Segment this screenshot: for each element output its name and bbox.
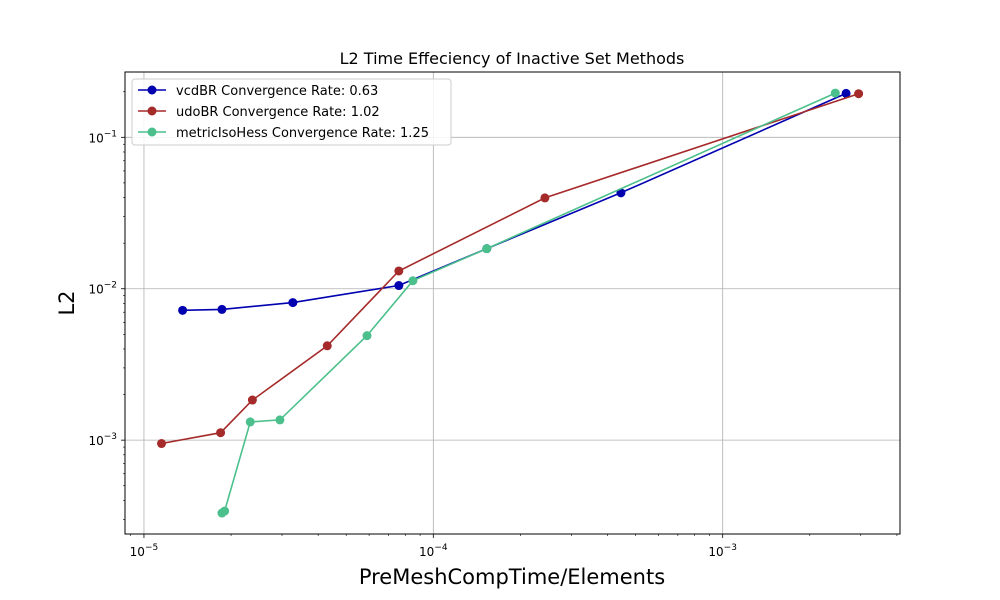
plot-series — [157, 88, 864, 518]
axes: 10−5 10−4 10−3 10−3 10−2 10−1 — [88, 91, 898, 559]
x-tick-label: 10−3 — [708, 543, 737, 559]
legend-label: metricIsoHess Convergence Rate: 1.25 — [176, 126, 429, 141]
data-point — [157, 439, 167, 449]
data-point — [540, 193, 550, 203]
data-point — [841, 88, 851, 98]
data-point — [247, 395, 257, 405]
data-point — [394, 281, 404, 291]
series-2 — [217, 88, 840, 518]
legend-marker — [147, 106, 157, 116]
y-tick-label: 10−3 — [88, 432, 117, 448]
x-axis-label: PreMeshCompTime/Elements — [359, 565, 665, 589]
plot-area-frame — [124, 71, 901, 535]
legend-marker — [147, 127, 157, 137]
data-point — [362, 331, 372, 341]
data-point — [288, 298, 298, 308]
data-point — [275, 415, 285, 425]
y-tick-label: 10−2 — [88, 281, 117, 297]
chart-title: L2 Time Effeciency of Inactive Set Metho… — [340, 49, 685, 68]
data-point — [830, 88, 840, 98]
data-point — [322, 341, 332, 351]
x-tick-label: 10−4 — [419, 543, 448, 559]
legend-label: vcdBR Convergence Rate: 0.63 — [176, 84, 378, 99]
series-line — [221, 92, 836, 514]
data-point — [408, 276, 418, 286]
x-tick-label: 10−5 — [130, 543, 159, 559]
series-line — [161, 92, 859, 445]
data-point — [220, 506, 230, 516]
data-point — [482, 244, 492, 254]
legend-marker — [147, 85, 157, 95]
legend-label: udoBR Convergence Rate: 1.02 — [176, 105, 380, 120]
data-point — [394, 266, 404, 276]
data-point — [216, 428, 226, 438]
data-point — [217, 304, 227, 314]
legend: vcdBR Convergence Rate: 0.63 udoBR Conver… — [131, 78, 452, 146]
y-tick-label: 10−1 — [88, 129, 117, 145]
data-point — [854, 89, 864, 99]
y-axis-label: L2 — [55, 290, 79, 315]
legend-frame — [131, 78, 452, 146]
data-point — [178, 305, 188, 315]
data-point — [245, 417, 255, 427]
series-1 — [157, 89, 864, 449]
